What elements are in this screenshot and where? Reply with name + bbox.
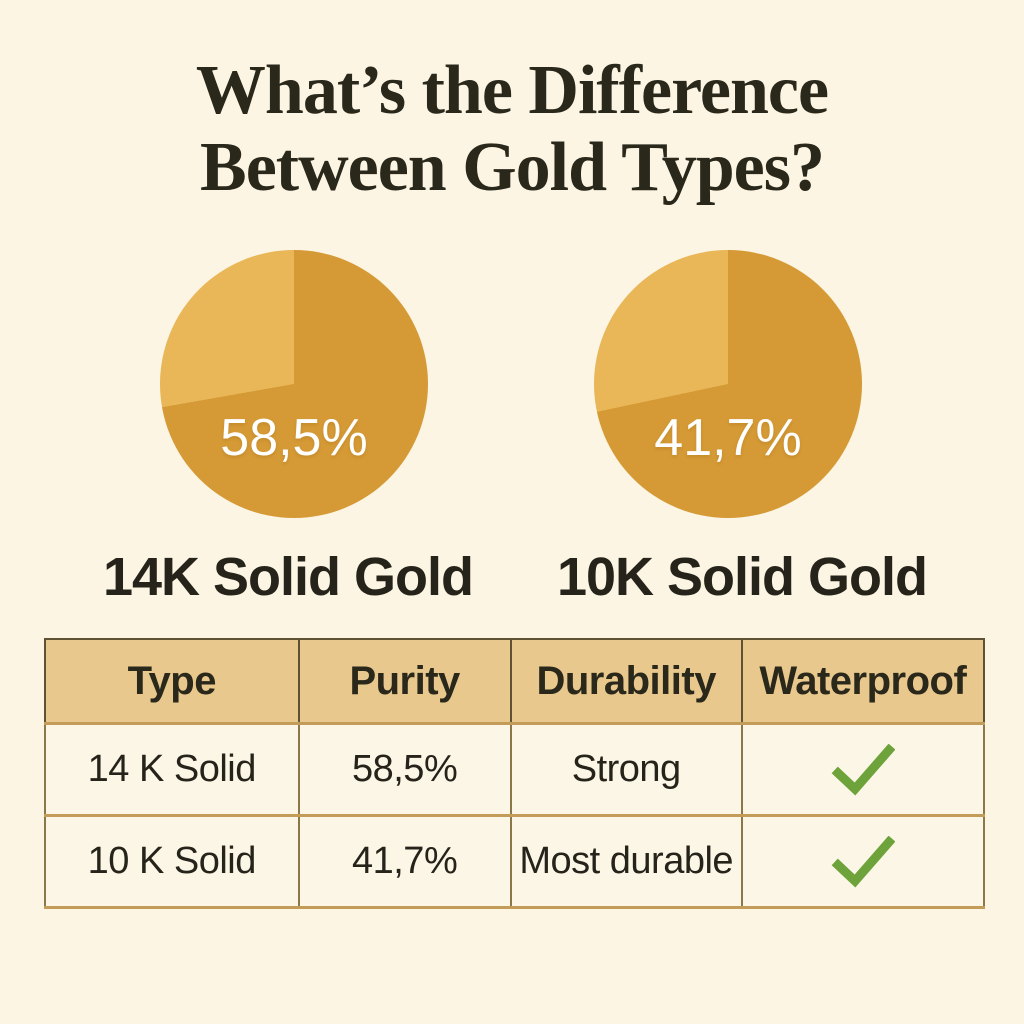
table-row-14k: 14 K Solid 58,5% Strong <box>44 722 986 817</box>
pie-caption-14k: 14K Solid Gold <box>102 547 474 607</box>
page-title-line2: Between Gold Types? <box>200 129 825 206</box>
table-row-10k: 10 K Solid 41,7% Most durable <box>44 814 986 909</box>
cell-waterproof-10k <box>740 814 986 909</box>
cell-type-10k: 10 K Solid <box>44 814 300 909</box>
comparison-table: Type Purity Durability Waterproof 14 K S… <box>44 638 986 909</box>
column-header-durability: Durability <box>509 638 743 725</box>
cell-type-14k: 14 K Solid <box>44 722 300 817</box>
column-header-purity: Purity <box>297 638 512 725</box>
pie-caption-10k: 10K Solid Gold <box>556 547 928 607</box>
cell-durability-14k: Strong <box>509 722 743 817</box>
pie-value-label-14k: 58,5% <box>220 409 368 467</box>
checkmark-icon <box>831 743 895 795</box>
pie-chart-14k-solid-gold: 58,5% <box>160 250 428 518</box>
cell-purity-14k: 58,5% <box>297 722 512 817</box>
page-title-line1: What’s the Difference <box>195 52 829 129</box>
checkmark-icon <box>831 835 895 887</box>
pie-value-label-10k: 41,7% <box>654 409 802 467</box>
page-title: What’s the Difference Between Gold Types… <box>0 52 1024 206</box>
pie-chart-10k-solid-gold: 41,7% <box>594 250 862 518</box>
table-header-row: Type Purity Durability Waterproof <box>44 638 986 725</box>
cell-waterproof-14k <box>740 722 986 817</box>
column-header-type: Type <box>44 638 300 725</box>
column-header-waterproof: Waterproof <box>740 638 986 725</box>
cell-durability-10k: Most durable <box>509 814 743 909</box>
cell-purity-10k: 41,7% <box>297 814 512 909</box>
